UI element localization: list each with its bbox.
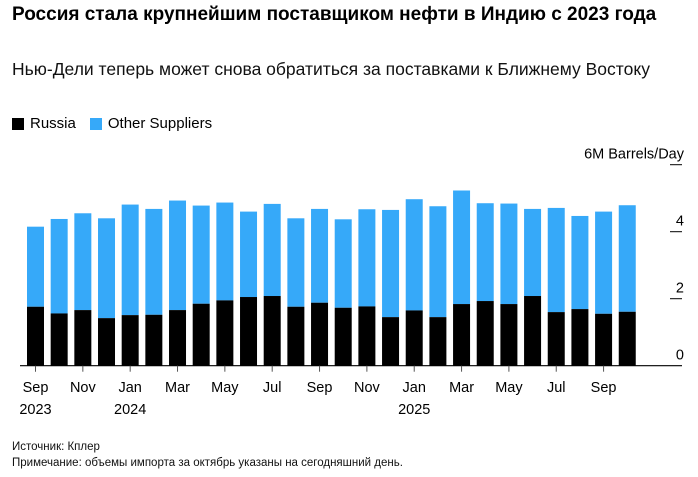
bar-russia	[50, 313, 68, 366]
bar-other-suppliers	[98, 218, 116, 319]
bar-russia	[618, 311, 636, 366]
bar-russia	[287, 306, 305, 366]
bar-other-suppliers	[618, 205, 636, 312]
bar-russia	[121, 315, 139, 366]
x-tick-label: Sep	[307, 380, 333, 396]
bar-other-suppliers	[121, 204, 139, 316]
x-tick-label: Sep	[23, 380, 49, 396]
bar-other-suppliers	[358, 209, 376, 307]
footnote: Примечание: объемы импорта за октябрь ук…	[12, 457, 403, 469]
legend: Russia Other Suppliers	[12, 115, 212, 132]
bar-other-suppliers	[595, 211, 613, 314]
x-tick-label: Mar	[449, 380, 474, 396]
chart-subtitle: Нью-Дели теперь может снова обратиться з…	[12, 59, 650, 79]
bar-russia	[145, 314, 163, 366]
bar-other-suppliers	[524, 208, 542, 297]
bar-russia	[405, 310, 423, 366]
bar-russia	[263, 296, 281, 366]
bar-russia	[74, 310, 92, 366]
bar-russia	[334, 307, 352, 366]
y-tick-label: 0	[676, 348, 684, 364]
x-tick-year-label: 2023	[19, 402, 51, 418]
bar-russia	[476, 301, 494, 366]
bar-other-suppliers	[145, 208, 163, 315]
bar-russia	[240, 297, 258, 366]
source-note: Источник: Кплер	[12, 441, 100, 453]
bar-other-suppliers	[334, 219, 352, 308]
bar-russia	[169, 310, 187, 366]
bar-russia	[192, 303, 210, 366]
x-tick-year-label: 2024	[114, 402, 146, 418]
x-tick-label: Mar	[165, 380, 190, 396]
bar-russia	[216, 300, 234, 366]
bar-other-suppliers	[405, 199, 423, 311]
bar-other-suppliers	[311, 208, 329, 303]
bar-russia	[429, 317, 447, 366]
chart-title: Россия стала крупнейшим поставщиком нефт…	[12, 4, 657, 25]
bar-other-suppliers	[453, 190, 471, 305]
legend-item-russia: Russia	[12, 115, 76, 132]
x-tick-label: Jul	[547, 380, 566, 396]
legend-label: Russia	[30, 115, 76, 132]
y-tick-label: 4	[676, 214, 684, 230]
bar-other-suppliers	[476, 203, 494, 302]
x-tick-label: Nov	[354, 380, 381, 396]
x-tick-label: May	[211, 380, 239, 396]
bar-other-suppliers	[571, 215, 589, 310]
x-tick-label: Nov	[70, 380, 97, 396]
bar-other-suppliers	[27, 226, 44, 307]
legend-swatch-other-suppliers	[89, 117, 102, 130]
y-tick-label: 6M Barrels/Day	[584, 147, 685, 163]
x-tick-label: May	[495, 380, 523, 396]
y-tick-label: 2	[676, 281, 684, 297]
bar-other-suppliers	[192, 205, 210, 304]
bar-other-suppliers	[263, 203, 281, 297]
bar-russia	[547, 312, 565, 366]
legend-label: Other Suppliers	[107, 115, 213, 132]
bar-russia	[98, 318, 116, 366]
bar-other-suppliers	[429, 206, 447, 318]
x-tick-label: Jan	[403, 380, 426, 396]
bar-other-suppliers	[169, 200, 187, 311]
bar-other-suppliers	[500, 203, 518, 305]
bar-russia	[595, 313, 613, 366]
bar-other-suppliers	[382, 209, 400, 318]
bar-other-suppliers	[50, 218, 68, 314]
bar-russia	[571, 309, 589, 366]
legend-swatch-russia	[12, 117, 24, 130]
bar-russia	[27, 306, 44, 366]
x-tick-label: Sep	[591, 380, 617, 396]
x-tick-year-label: 2025	[398, 402, 430, 418]
bar-russia	[382, 317, 400, 366]
bar-russia	[311, 302, 329, 366]
bar-other-suppliers	[287, 218, 305, 307]
bar-russia	[358, 306, 376, 366]
legend-item-other-suppliers: Other Suppliers	[89, 115, 213, 132]
bar-russia	[500, 304, 518, 366]
bar-other-suppliers	[74, 213, 92, 311]
bar-other-suppliers	[240, 211, 258, 298]
bar-russia	[524, 296, 542, 366]
bar-other-suppliers	[216, 202, 234, 301]
bar-other-suppliers	[547, 207, 565, 313]
x-tick-label: Jul	[263, 380, 282, 396]
x-tick-label: Jan	[118, 380, 141, 396]
bar-russia	[453, 304, 471, 366]
